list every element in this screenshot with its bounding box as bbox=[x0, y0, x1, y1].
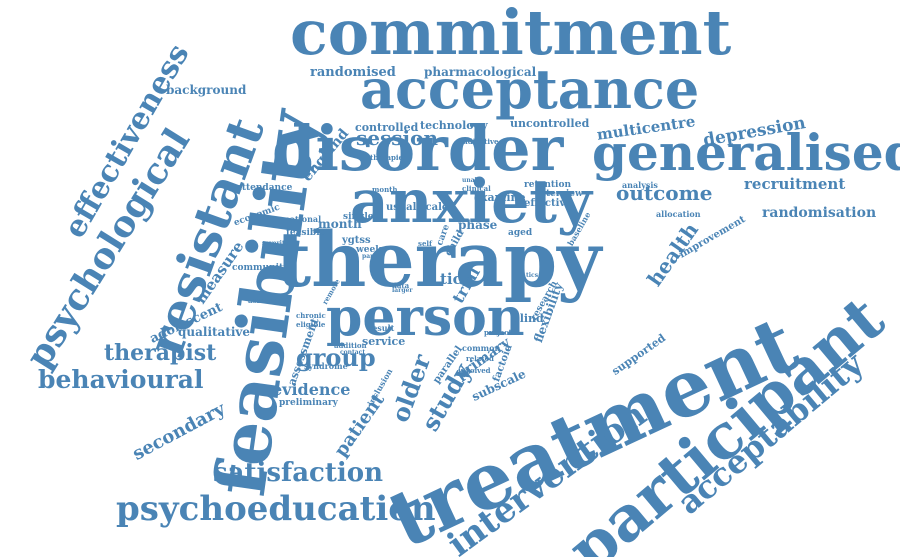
word-indicative: indicative bbox=[460, 137, 499, 146]
word-commitment: commitment bbox=[290, 0, 732, 69]
word-retention: retention bbox=[524, 180, 572, 190]
word-outcome: outcome bbox=[616, 181, 713, 205]
word-result: result bbox=[368, 323, 395, 333]
word-effective: effective bbox=[524, 198, 572, 209]
word-data: data bbox=[392, 281, 410, 290]
word-anxiety: anxiety bbox=[350, 167, 592, 237]
word-phase: phase bbox=[458, 218, 498, 232]
word-feasible: feasible bbox=[286, 228, 326, 238]
word-randomisation: randomisation bbox=[762, 205, 877, 221]
word-disorder: disorder bbox=[272, 112, 564, 185]
word-preliminary: preliminary bbox=[279, 398, 338, 408]
word-ygtss: ygtss bbox=[342, 235, 371, 246]
word-therapist: therapist bbox=[104, 340, 217, 366]
word-involved: involved bbox=[458, 366, 491, 375]
word-larger: larger bbox=[392, 287, 413, 294]
word-generalised: generalised bbox=[592, 123, 900, 182]
word-month: month bbox=[318, 217, 362, 231]
word-interview: interview bbox=[536, 189, 583, 199]
word-tic: tic bbox=[440, 270, 462, 288]
word-common: common bbox=[462, 343, 501, 353]
word-therapies: therapies bbox=[370, 153, 407, 162]
word-person: person bbox=[326, 287, 525, 348]
word-national: national bbox=[284, 214, 322, 224]
word-technology: technology bbox=[420, 119, 488, 132]
word-psychoeducation: psychoeducation bbox=[116, 489, 436, 529]
word-pharmacological: pharmacological bbox=[424, 65, 537, 79]
word-eligible: eligible bbox=[296, 320, 326, 329]
word-randomised: randomised bbox=[310, 65, 396, 80]
word-related: related bbox=[466, 354, 494, 363]
word-parent: parent bbox=[362, 253, 385, 260]
word-severity: severity bbox=[262, 240, 289, 247]
word-group: group bbox=[296, 343, 376, 372]
word-evidence: evidence bbox=[272, 380, 351, 399]
word-service: service bbox=[362, 335, 406, 348]
word-examine: examine bbox=[474, 191, 526, 204]
word-assessor: assessor bbox=[248, 296, 282, 305]
word-blind: blind bbox=[512, 312, 544, 325]
word-syndrome: syndrome bbox=[304, 361, 348, 371]
word-unable: unable bbox=[462, 177, 485, 184]
word-community: community bbox=[232, 263, 289, 273]
word-controlled: controlled bbox=[355, 121, 419, 134]
word-aged: aged bbox=[508, 228, 533, 238]
word-therapy: therapy bbox=[276, 215, 602, 304]
word-self: self bbox=[418, 239, 433, 248]
word-usual-scale: usual scale bbox=[386, 202, 449, 213]
word-recruitment: recruitment bbox=[744, 175, 846, 193]
word-acceptance: acceptance bbox=[360, 57, 700, 121]
word-uncontrolled: uncontrolled bbox=[510, 117, 590, 130]
word-analysis: analysis bbox=[622, 180, 658, 190]
word-session: session bbox=[356, 126, 438, 150]
word-patient: patient bbox=[330, 389, 390, 461]
word-tics: tics bbox=[526, 272, 539, 279]
word-clinical: clinical bbox=[462, 184, 491, 193]
word-week: week bbox=[356, 245, 382, 255]
word-behavioural: behavioural bbox=[38, 365, 204, 394]
word-chronic: chronic bbox=[296, 311, 326, 320]
word-allocation: allocation bbox=[656, 209, 701, 219]
word-background: background bbox=[166, 83, 247, 97]
word-single: single bbox=[343, 212, 374, 222]
word-satisfaction: satisfaction bbox=[213, 458, 384, 488]
word-qualitative: qualitative bbox=[178, 325, 251, 339]
word-contact: contact bbox=[340, 349, 366, 356]
word-attendance: attendance bbox=[236, 183, 293, 193]
word-project: project bbox=[484, 328, 512, 337]
word-addition: addition bbox=[334, 341, 367, 350]
word-month: month bbox=[372, 185, 398, 194]
